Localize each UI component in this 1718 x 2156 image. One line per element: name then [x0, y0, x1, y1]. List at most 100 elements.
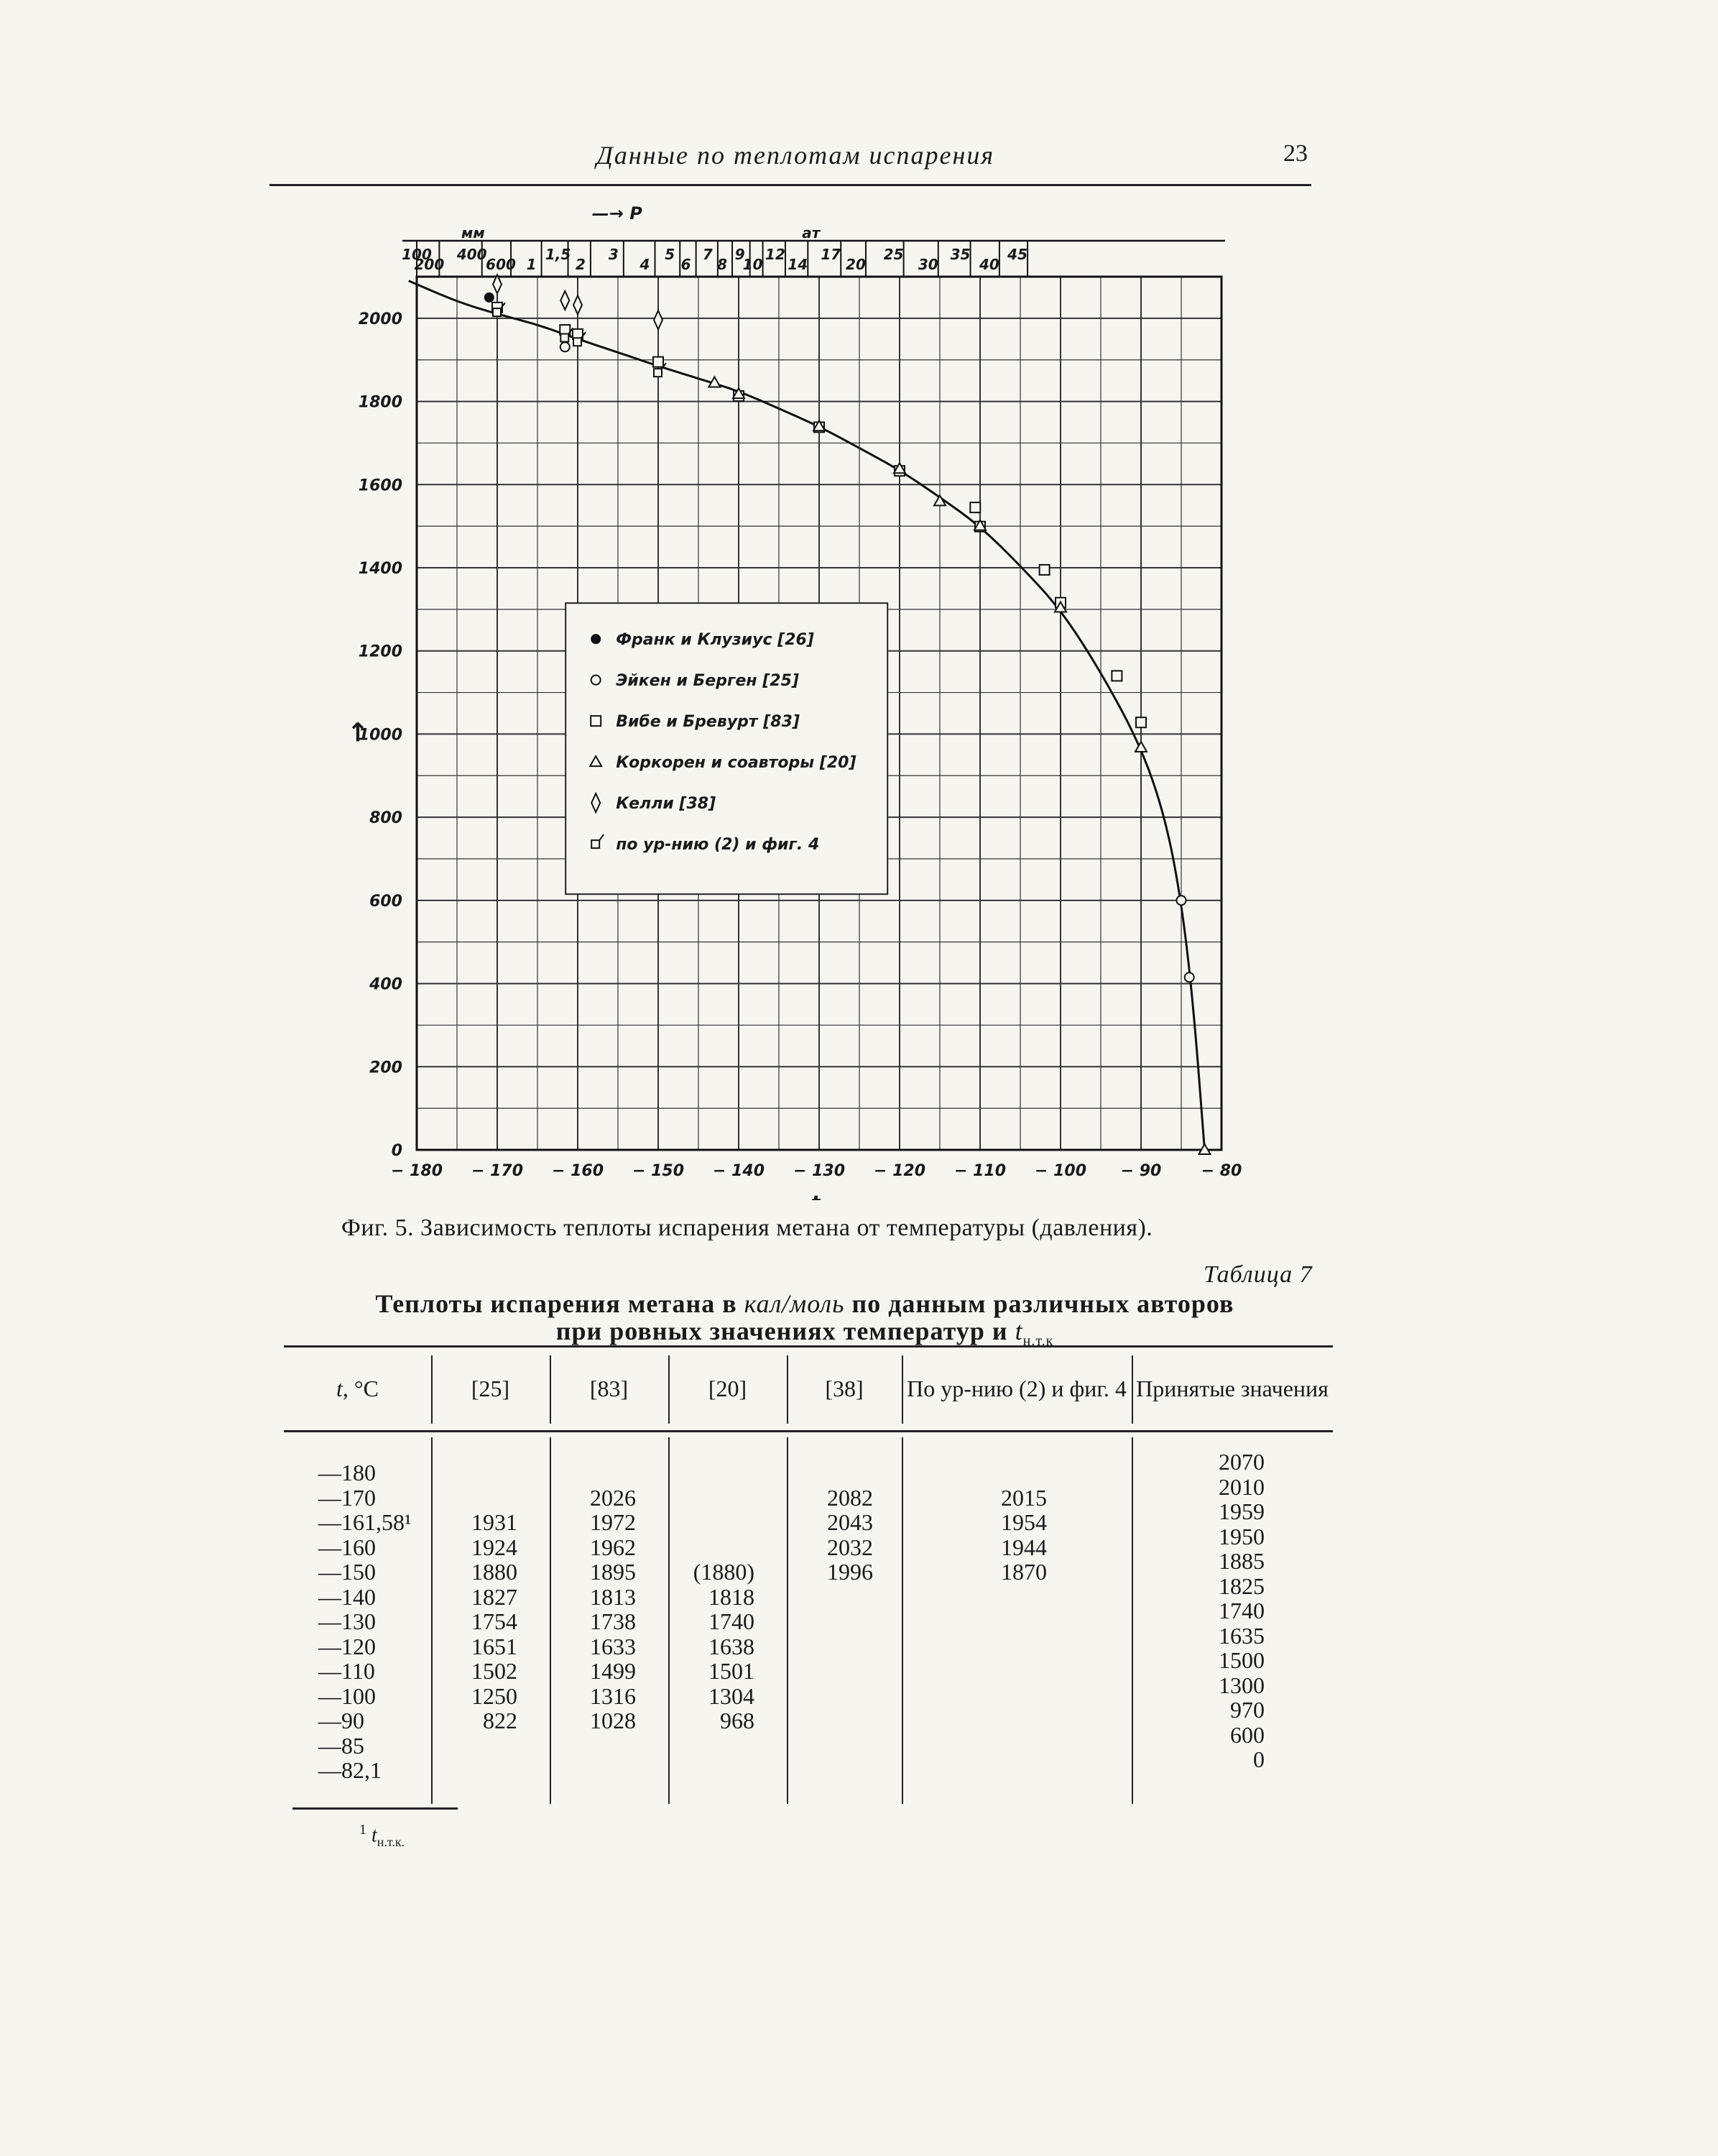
table-cell [647, 1510, 754, 1535]
table-column: (1880) 1818 1740 1638 1501 1304 968 [647, 1460, 754, 1783]
table-cell [765, 1684, 873, 1709]
table-cell: 1502 [471, 1658, 517, 1684]
table-cell: —150 [318, 1559, 376, 1585]
marker-diamond [572, 293, 583, 316]
legend-entry: Франк и Клузиус [26] [616, 631, 814, 649]
table-header-t-unit: , °C [342, 1376, 379, 1401]
pressure-tick-at-label: 12 [765, 246, 785, 263]
table-cell: (1880) [693, 1559, 754, 1585]
legend-entry: Келли [38] [616, 795, 716, 813]
pressure-tick-at-label: 45 [1007, 246, 1027, 263]
table-title-unit: кал/моль [744, 1289, 845, 1318]
table-cell: —90 [318, 1708, 364, 1733]
table-cell [765, 1708, 873, 1733]
table-cell: 1740 [1219, 1598, 1265, 1623]
x-tick-label: − 100 [1035, 1162, 1086, 1180]
marker-dot [484, 292, 494, 303]
legend-entry: Вибе и Бревурт [83] [616, 713, 800, 731]
marker-triangle [892, 461, 907, 474]
table-cell [765, 1585, 873, 1610]
table-header-t-symbol: t [336, 1376, 343, 1401]
table-header-cell: Принятые значения [1136, 1376, 1329, 1401]
table-cell: —160 [318, 1534, 376, 1560]
table-column-divider [668, 1437, 670, 1804]
table-cell: 1924 [471, 1534, 517, 1560]
pressure-tick-mm-label: 200 [414, 256, 444, 273]
x-tick-label: − 160 [552, 1162, 604, 1180]
x-axis-label: — t [786, 1192, 821, 1200]
table-column: 1931 1924 1880 1827 1754 1651 1502 1250 822 [410, 1460, 517, 1783]
marker-flag [591, 834, 604, 849]
table-cell [945, 1708, 1103, 1733]
figure-caption: Фиг. 5. Зависимость теплоты испарения ме… [341, 1215, 1153, 1241]
marker-circle [1183, 972, 1195, 983]
table-cell: 1885 [1219, 1548, 1265, 1574]
table-cell: —110 [318, 1658, 375, 1684]
table-column-divider [1132, 1437, 1133, 1804]
table-cell: 1028 [590, 1708, 636, 1733]
marker-triangle [973, 518, 987, 531]
table-cell: 2015 [1001, 1484, 1047, 1511]
marker-square [590, 715, 602, 727]
pressure-tick-at-label: 17 [821, 246, 841, 263]
marker-diamond [491, 273, 503, 295]
table-header-cell: [83] [589, 1376, 629, 1401]
data-table: t, °C [25] [83] [20] [38] По ур-нию (2) и фиг… [284, 1345, 1333, 1812]
table-cell: 968 [720, 1708, 754, 1733]
table-cell: —161,58¹ [318, 1509, 412, 1535]
table-cell: 1754 [471, 1608, 517, 1634]
pressure-tick-at-label: 9 [735, 246, 745, 263]
table-cell [647, 1758, 754, 1783]
table-column-divider [550, 1355, 551, 1424]
legend-entry: по ур-нию (2) и фиг. 4 [616, 836, 819, 854]
table-cell: 1500 [1219, 1647, 1265, 1673]
table-cell [410, 1460, 517, 1485]
table-header-rule [284, 1430, 1333, 1432]
table-cell: 1651 [471, 1633, 517, 1659]
table-header-cell: t, °C [284, 1353, 431, 1424]
table-cell [765, 1460, 873, 1485]
table-cell: 1954 [1001, 1509, 1047, 1535]
marker-flag [653, 362, 667, 378]
marker-triangle [1134, 740, 1148, 752]
x-tick-label: − 120 [874, 1162, 925, 1180]
pressure-unit-at: ат [802, 224, 821, 241]
legend-entry: Эйкен и Берген [25] [616, 672, 799, 690]
y-tick-label: 1000 [359, 726, 402, 744]
y-tick-label: 200 [369, 1059, 402, 1077]
table-title-part2: по данным различных авторов [844, 1289, 1234, 1318]
pressure-tick-at-label: 1,5 [545, 246, 571, 263]
table-cell [945, 1609, 1103, 1634]
table-cell: —120 [318, 1633, 376, 1659]
x-tick-label: − 110 [954, 1162, 1006, 1180]
pressure-tick-at-label: 3 [609, 246, 619, 263]
marker-circle [590, 674, 601, 686]
table-cell: 1635 [1219, 1622, 1265, 1649]
y-tick-label: 400 [369, 976, 402, 994]
table-cell: 0 [1253, 1746, 1265, 1772]
table-cell [945, 1684, 1103, 1709]
marker-circle [1176, 895, 1187, 906]
running-head: Данные по теплотам испарения 23 [269, 140, 1308, 183]
pressure-tick-at-label: 30 [918, 256, 938, 273]
table-cell: 1501 [708, 1658, 754, 1684]
table-cell: —170 [318, 1484, 376, 1511]
table-cell: 1304 [708, 1682, 754, 1709]
pressure-tick-at-label: 40 [979, 256, 999, 273]
footnote-sub: н.т.к. [377, 1834, 405, 1849]
table-column: 2015 1954 1944 1870 [945, 1460, 1103, 1783]
x-tick-label: − 130 [793, 1162, 845, 1180]
table-title-line-1: Теплоты испарения метана в кал/моль по д… [338, 1290, 1272, 1317]
marker-triangle [1053, 600, 1068, 613]
table-cell: 1895 [590, 1559, 636, 1585]
table-cell: 1633 [590, 1633, 636, 1659]
fitted-curve [408, 280, 1206, 1151]
pressure-tick-at-label: 14 [788, 256, 808, 273]
table-cell [765, 1659, 873, 1684]
marker-square [1135, 717, 1147, 729]
footnote-text: t [371, 1824, 377, 1847]
table-cell: 1996 [827, 1559, 873, 1585]
table-column: 2070 2010 1959 1950 1885 1825 1740 1635 1500 1300… [1157, 1450, 1265, 1772]
table-title-tsub: н.т.к [1022, 1333, 1054, 1350]
y-tick-label: 600 [369, 893, 402, 911]
